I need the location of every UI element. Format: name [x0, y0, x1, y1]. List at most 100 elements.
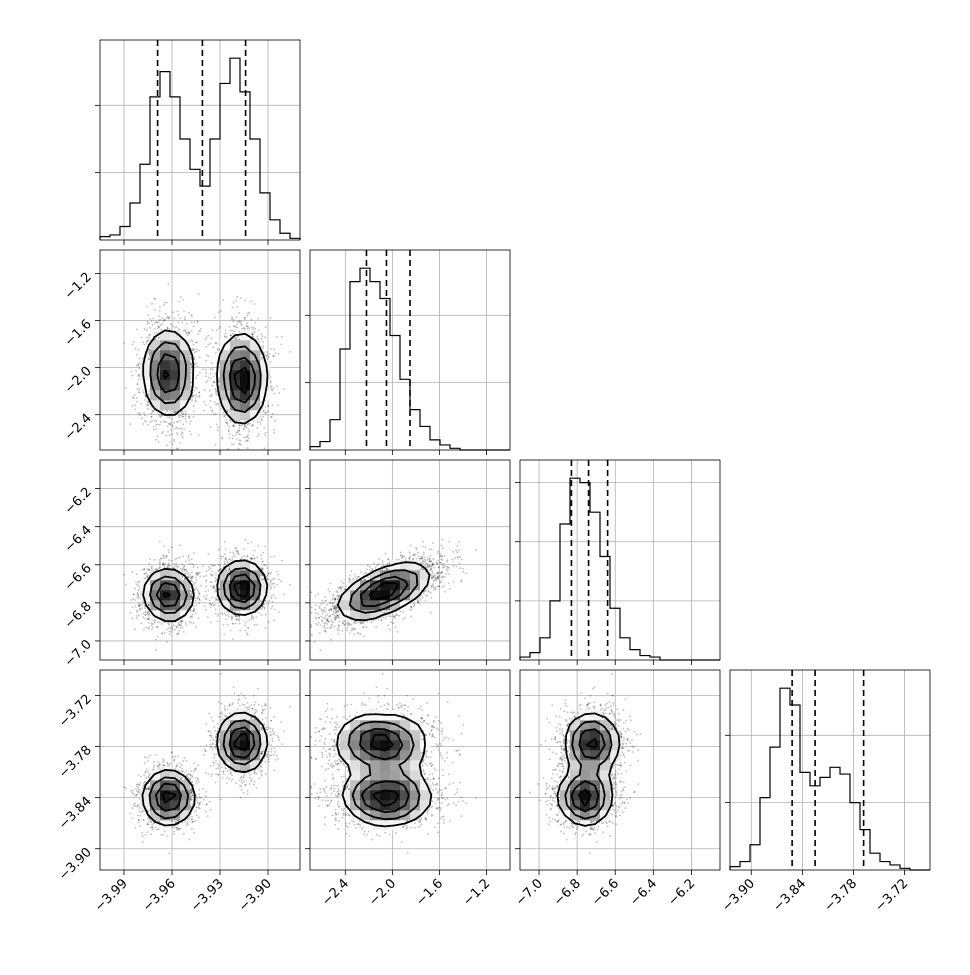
- sample-point: [147, 760, 150, 762]
- sample-point: [261, 708, 264, 711]
- sample-point: [180, 624, 183, 627]
- sample-point: [332, 601, 335, 604]
- density-cell: [180, 580, 191, 591]
- sample-point: [265, 716, 267, 719]
- sample-point: [564, 819, 567, 822]
- sample-point: [278, 611, 280, 613]
- sample-point: [437, 797, 440, 800]
- sample-point: [328, 759, 331, 762]
- sample-point: [252, 554, 255, 557]
- sample-point: [244, 629, 247, 632]
- sample-point: [217, 773, 220, 776]
- sample-point: [611, 773, 614, 776]
- sample-point: [604, 704, 607, 706]
- sample-point: [159, 305, 161, 308]
- sample-point: [215, 342, 218, 345]
- sample-point: [141, 357, 144, 360]
- sample-point: [584, 697, 586, 700]
- density-cell: [340, 740, 351, 751]
- density-cell: [370, 720, 381, 731]
- density-cell: [160, 610, 171, 621]
- sample-point: [459, 754, 461, 757]
- sample-point: [612, 808, 614, 811]
- sample-point: [242, 775, 245, 778]
- sample-point: [455, 565, 458, 568]
- sample-point: [133, 805, 136, 808]
- sample-point: [611, 694, 613, 697]
- sample-point: [177, 314, 180, 317]
- sample-point: [392, 622, 395, 624]
- sample-point: [562, 748, 565, 751]
- sample-point: [310, 793, 313, 795]
- density-cell: [600, 760, 611, 771]
- sample-point: [158, 764, 161, 767]
- sample-point: [194, 819, 197, 822]
- density-cell: [250, 570, 261, 581]
- sample-point: [327, 804, 330, 807]
- x-tick-label: −3.90: [719, 876, 758, 915]
- sample-point: [142, 391, 145, 394]
- sample-point: [179, 441, 182, 444]
- sample-point: [417, 551, 419, 554]
- sample-point: [551, 704, 554, 707]
- sample-point: [264, 761, 267, 763]
- sample-point: [314, 797, 317, 800]
- sample-point: [343, 623, 346, 626]
- sample-point: [217, 548, 220, 551]
- sample-point: [421, 764, 424, 766]
- sample-point: [620, 736, 623, 738]
- sample-point: [216, 598, 219, 601]
- sample-point: [232, 424, 234, 427]
- sample-point: [248, 327, 251, 330]
- sample-point: [456, 544, 459, 547]
- sample-point: [148, 604, 151, 607]
- sample-point: [331, 773, 334, 776]
- sample-point: [262, 605, 265, 608]
- sample-point: [442, 822, 445, 825]
- sample-point: [145, 787, 148, 790]
- sample-point: [335, 721, 338, 724]
- sample-point: [331, 623, 333, 626]
- sample-point: [214, 612, 217, 615]
- sample-point: [558, 757, 561, 760]
- sample-point: [198, 796, 201, 799]
- sample-point: [567, 749, 570, 752]
- sample-point: [134, 826, 137, 829]
- sample-point: [579, 708, 582, 711]
- sample-point: [264, 431, 267, 434]
- sample-point: [251, 707, 254, 710]
- sample-point: [139, 607, 141, 610]
- sample-point: [426, 813, 429, 816]
- sample-point: [235, 299, 238, 302]
- sample-point: [560, 748, 563, 750]
- sample-point: [375, 707, 378, 710]
- contour-level-1: [564, 720, 613, 820]
- sample-point: [427, 832, 429, 835]
- sample-point: [330, 762, 333, 765]
- sample-point: [359, 621, 362, 624]
- sample-point: [616, 772, 619, 775]
- sample-point: [254, 709, 256, 711]
- sample-point: [204, 368, 207, 371]
- x-tick-label: −2.4: [319, 876, 352, 909]
- sample-point: [195, 377, 198, 379]
- sample-point: [150, 415, 153, 418]
- density-cell: [230, 590, 241, 601]
- sample-point: [320, 718, 323, 721]
- sample-point: [215, 767, 218, 770]
- sample-point: [581, 835, 583, 837]
- sample-point: [549, 794, 552, 797]
- sample-point: [196, 589, 199, 592]
- sample-point: [267, 405, 270, 407]
- sample-point: [153, 409, 155, 412]
- sample-point: [338, 793, 341, 796]
- sample-point: [222, 773, 225, 776]
- sample-point: [219, 310, 222, 312]
- sample-point: [181, 431, 184, 434]
- sample-point: [345, 778, 348, 780]
- sample-point: [164, 319, 167, 322]
- sample-point: [146, 340, 148, 343]
- sample-point: [324, 743, 326, 746]
- sample-point: [192, 762, 195, 765]
- sample-point: [138, 366, 141, 368]
